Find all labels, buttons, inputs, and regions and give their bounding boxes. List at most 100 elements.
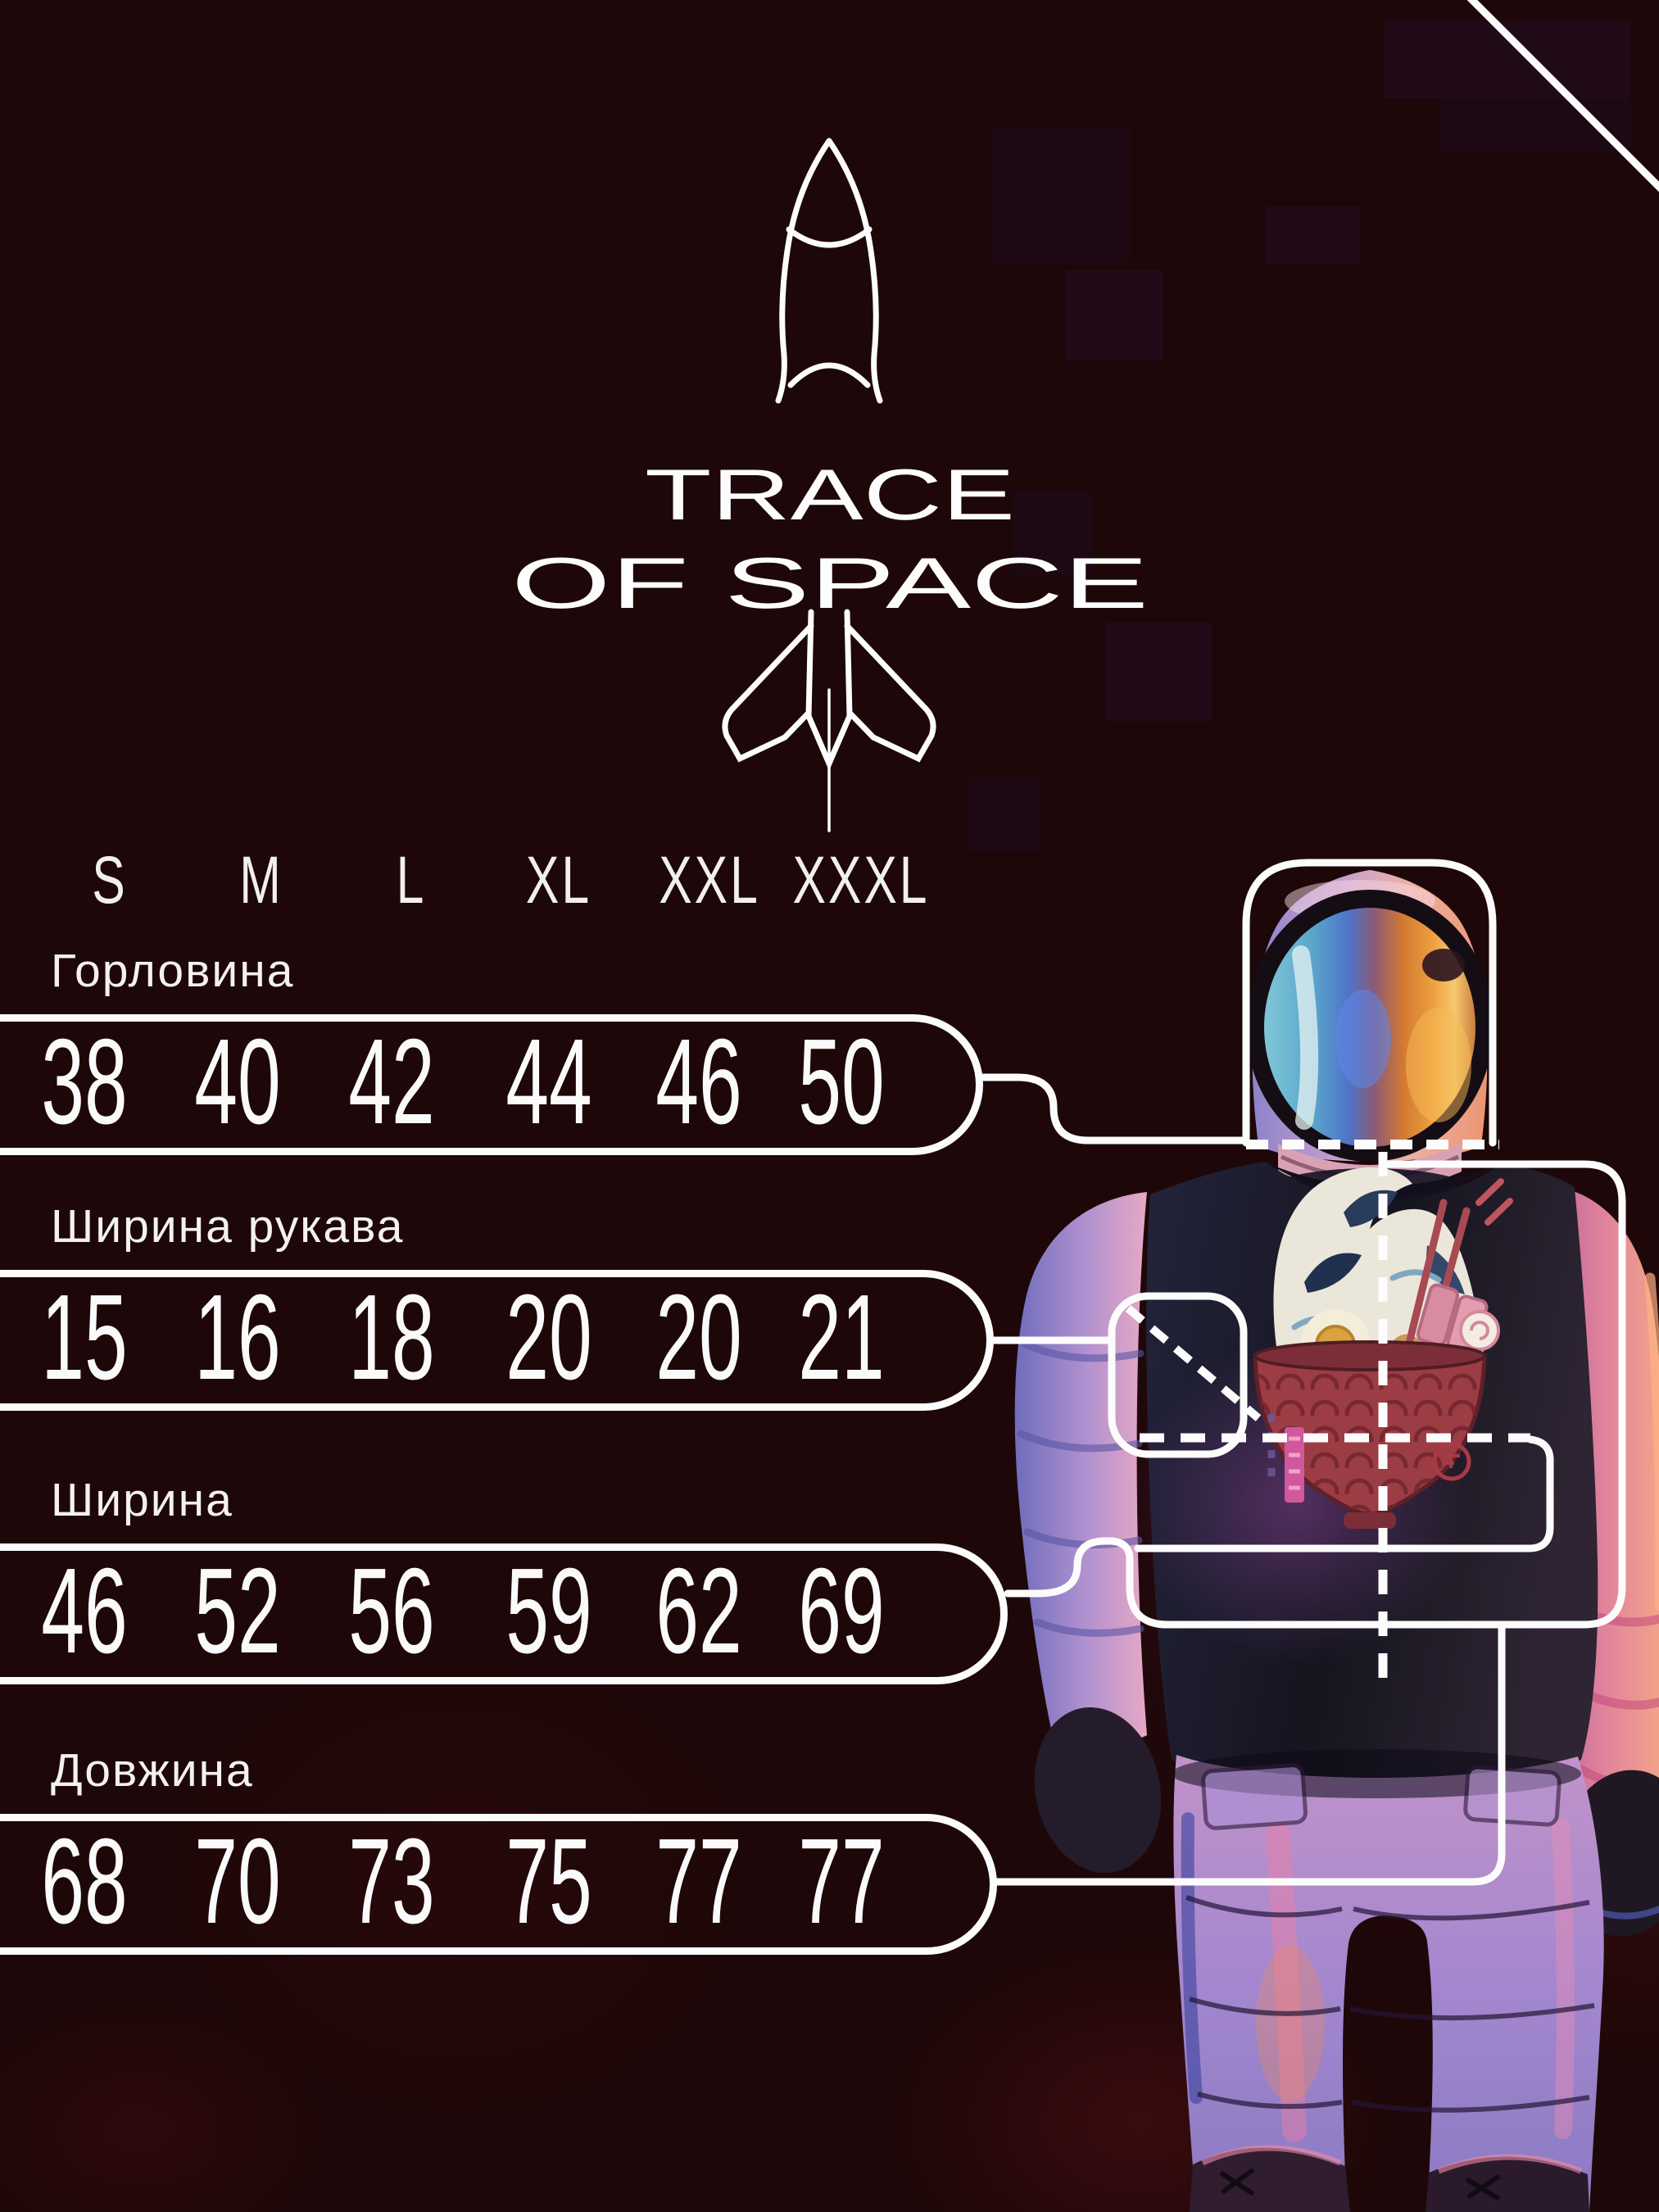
mosaic-patch xyxy=(967,778,1040,852)
astronaut-left-glove xyxy=(1034,1707,1162,1874)
measure-value: 18 xyxy=(324,1270,460,1411)
size-header: L xyxy=(391,836,432,926)
mosaic-patch xyxy=(1266,206,1360,264)
measure-value-text: 20 xyxy=(655,1270,742,1405)
rocket-nose-left xyxy=(775,138,832,404)
measure-label: Ширина xyxy=(51,1474,233,1526)
measure-value: 59 xyxy=(482,1543,617,1684)
mosaic-patch xyxy=(1012,492,1094,573)
measure-value: 70 xyxy=(170,1814,306,1955)
measure-value: 20 xyxy=(482,1270,617,1411)
measure-value: 44 xyxy=(482,1014,617,1155)
measure-label: Довжина xyxy=(51,1744,254,1797)
rocket-fin-left xyxy=(722,623,814,763)
leg-shade-blue xyxy=(1181,1812,1203,2104)
visor-highlight xyxy=(1292,945,1319,1130)
measure-value-text: 15 xyxy=(41,1270,128,1405)
diagonal-corner-line xyxy=(1466,0,1659,193)
sleeve-frame xyxy=(1108,1292,1248,1458)
measure-value-text: 59 xyxy=(505,1543,592,1679)
bowl-rim xyxy=(1253,1340,1486,1371)
measure-row-box xyxy=(0,1814,997,1955)
chopstick-tick xyxy=(1475,1178,1504,1206)
bowl-pattern xyxy=(1255,1356,1484,1514)
kanji-marks xyxy=(1289,1436,1300,1490)
measure-value: 46 xyxy=(17,1543,152,1684)
measure-value-text: 16 xyxy=(194,1270,281,1405)
arm-fold xyxy=(1017,1339,1145,1637)
measure-value: 62 xyxy=(632,1543,767,1684)
shirt-emblem-glyph xyxy=(1444,1454,1460,1468)
measure-value-text: 50 xyxy=(798,1014,885,1149)
visor-dark-patch xyxy=(1422,949,1465,981)
mosaic-patch xyxy=(991,127,1131,262)
measure-value-text: 42 xyxy=(348,1014,435,1149)
ramen-wave-graphic xyxy=(1253,1167,1513,1529)
measure-value-text: 46 xyxy=(41,1543,128,1679)
bowl-foot xyxy=(1344,1512,1396,1529)
narutomaki xyxy=(1459,1310,1500,1351)
measure-label: Ширина рукава xyxy=(51,1200,405,1253)
rocket-nose-right xyxy=(826,138,883,404)
measure-value-text: 73 xyxy=(348,1814,435,1949)
size-header-label: XXXL xyxy=(792,843,930,918)
brand-name-line2: OF SPACE xyxy=(511,542,1149,623)
size-header-label: L xyxy=(396,843,427,918)
boot-laces xyxy=(1219,2167,1501,2201)
neckline-connector xyxy=(979,1073,1249,1145)
size-header-label: M xyxy=(239,843,283,918)
measure-value-text: 52 xyxy=(194,1543,281,1679)
measure-value: 52 xyxy=(170,1543,306,1684)
brand-name-line1: TRACE xyxy=(645,454,1015,535)
measure-value-text: 56 xyxy=(348,1543,435,1679)
measure-value-text: 46 xyxy=(655,1014,742,1149)
kanji-banner xyxy=(1285,1427,1304,1503)
measure-value: 68 xyxy=(17,1814,152,1955)
measure-value: 77 xyxy=(632,1814,767,1955)
measure-value: 40 xyxy=(170,1014,306,1155)
measure-value-text: 77 xyxy=(655,1814,742,1949)
measure-value-text: 40 xyxy=(194,1014,281,1149)
length-line xyxy=(993,1621,1506,1886)
measure-value: 15 xyxy=(17,1270,152,1411)
leg-light-pink xyxy=(1266,1823,1307,2142)
mosaic-patch xyxy=(1106,623,1213,721)
rocket-nose-arc xyxy=(787,362,871,388)
measure-value: 50 xyxy=(774,1014,909,1155)
size-header: M xyxy=(232,836,291,926)
rocket-fin-right xyxy=(844,623,936,763)
measure-label: Горловина xyxy=(51,945,295,997)
size-header-label: XXL xyxy=(659,843,760,918)
measure-value-text: 62 xyxy=(655,1543,742,1679)
chopstick xyxy=(1403,1199,1448,1354)
boot-rim-light xyxy=(1201,2145,1583,2174)
hem-bracket xyxy=(1134,1435,1554,1552)
measure-value: 77 xyxy=(774,1814,909,1955)
wave-curl xyxy=(1426,1245,1465,1294)
measure-value-text: 77 xyxy=(798,1814,885,1949)
sleeve-dashed-line xyxy=(1125,1305,1262,1421)
astronaut-left-boot xyxy=(1190,2147,1350,2212)
measure-row-box xyxy=(0,1014,983,1155)
pants-pocket xyxy=(1201,1763,1308,1830)
shirt-emblem xyxy=(1432,1442,1471,1481)
measure-value: 46 xyxy=(632,1014,767,1155)
measure-value: 73 xyxy=(324,1814,460,1955)
pants-pocket xyxy=(1463,1765,1562,1827)
neckline-frame xyxy=(1242,859,1497,1147)
mosaic-patch xyxy=(1065,270,1163,360)
wave-curl xyxy=(1304,1253,1362,1293)
astronaut-right-boot xyxy=(1426,2156,1589,2212)
measure-value-text: 70 xyxy=(194,1814,281,1949)
chest-frame xyxy=(1004,1160,1626,1629)
measure-value: 75 xyxy=(482,1814,617,1955)
visor-reflection-orange xyxy=(1406,1008,1471,1122)
measure-value-text: 44 xyxy=(505,1014,592,1149)
measure-value: 56 xyxy=(324,1543,460,1684)
chopstick-tick xyxy=(1484,1198,1513,1226)
measure-value-text: 68 xyxy=(41,1814,128,1949)
size-header-label: S xyxy=(92,843,128,918)
measure-value-text: 18 xyxy=(348,1270,435,1405)
